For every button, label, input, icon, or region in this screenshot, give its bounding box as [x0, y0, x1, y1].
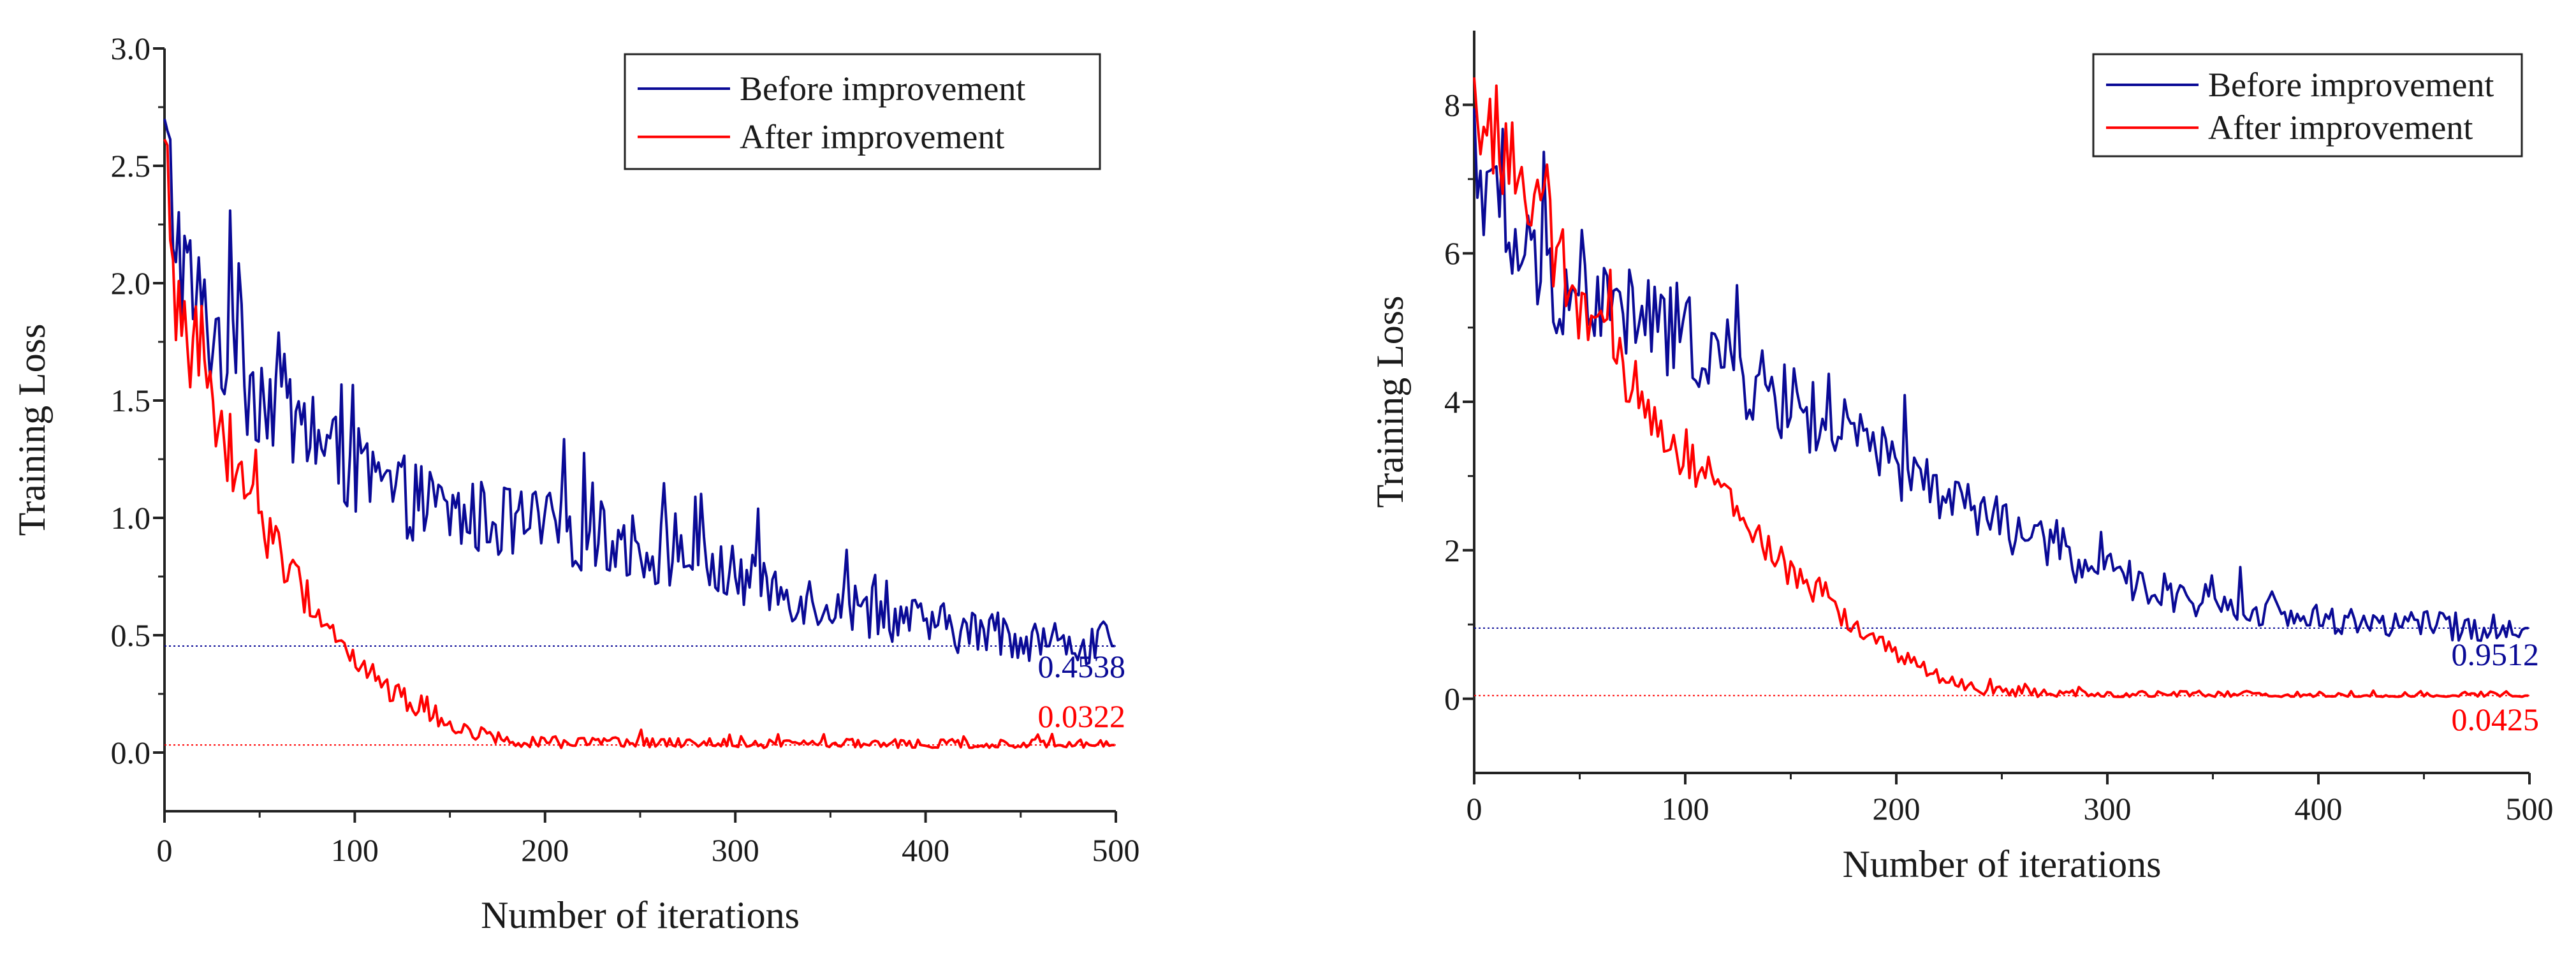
x-tick-label: 100 [331, 832, 379, 868]
y-tick-label: 1.5 [111, 383, 151, 418]
chart-panel-1: 0 100 200 300 400 500 0.0 0.5 1.0 1.5 2.0 2.5 3.0 Num… [11, 31, 1140, 936]
x-tick-label: 500 [2506, 791, 2554, 827]
y-tick-label: 2.5 [111, 148, 151, 184]
legend-label: Before improvement [2208, 66, 2494, 104]
x-axis-title: Number of iterations [1843, 843, 2162, 885]
chart-panel-2: 0 100 200 300 400 500 0 2 4 6 8 Number of iteration… [1369, 31, 2554, 885]
y-tick-label: 3.0 [111, 31, 151, 66]
legend-label: After improvement [740, 118, 1004, 156]
series-line-after [163, 138, 1115, 749]
y-tick-label: 0 [1444, 681, 1460, 717]
y-axis-title: Training Loss [1369, 296, 1411, 508]
y-tick-label: 0.5 [111, 617, 151, 653]
legend-box [2092, 53, 2523, 158]
final-value-label: 0.9512 [2452, 636, 2540, 672]
x-tick-label: 400 [2295, 791, 2343, 827]
y-tick-label: 8 [1444, 87, 1460, 122]
series-line-after [1473, 77, 2529, 698]
x-tick-label: 200 [521, 832, 569, 868]
x-tick-label: 300 [2084, 791, 2132, 827]
x-tick-label: 300 [712, 832, 759, 868]
y-tick-label: 1.0 [111, 500, 151, 536]
final-value-label: 0.0322 [1038, 698, 1126, 734]
legend-label: Before improvement [740, 70, 1025, 108]
series-line-before [163, 118, 1115, 666]
y-tick-label: 0.0 [111, 735, 151, 770]
x-tick-label: 200 [1873, 791, 1921, 827]
y-tick-label: 2 [1444, 533, 1460, 568]
y-axis-title: Training Loss [11, 324, 53, 536]
x-tick-label: 400 [902, 832, 949, 868]
x-axis-title: Number of iterations [481, 894, 800, 936]
series-line-before [1473, 108, 2529, 642]
legend-label: After improvement [2208, 108, 2473, 147]
legend-box [624, 53, 1101, 170]
final-value-label: 0.0425 [2452, 702, 2540, 737]
x-tick-label: 0 [1467, 791, 1482, 827]
final-value-label: 0.4538 [1038, 649, 1126, 684]
x-tick-label: 100 [1662, 791, 1709, 827]
x-tick-label: 0 [157, 832, 173, 868]
x-tick-label: 500 [1092, 832, 1140, 868]
y-tick-label: 6 [1444, 235, 1460, 271]
y-tick-label: 4 [1444, 384, 1460, 420]
y-tick-label: 2.0 [111, 265, 151, 301]
